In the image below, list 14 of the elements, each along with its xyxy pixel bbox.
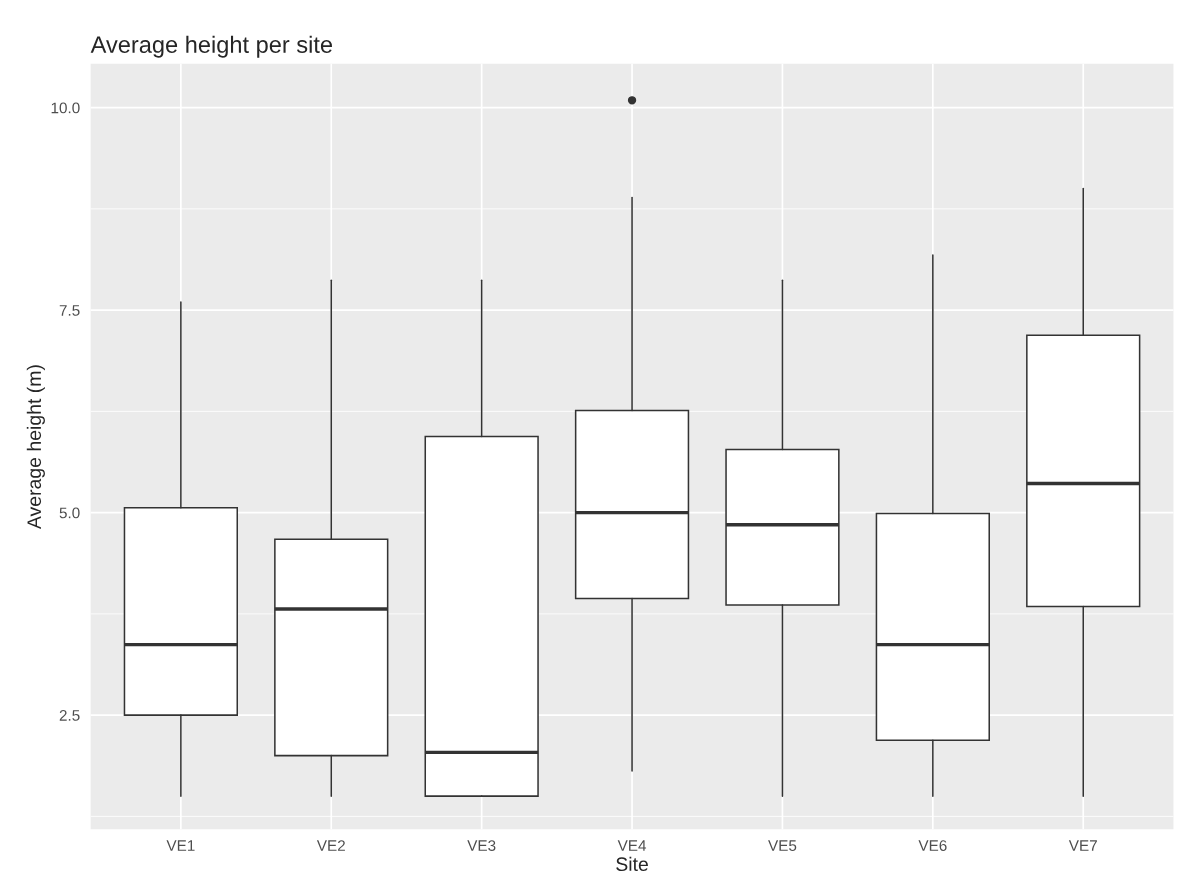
chart-title: Average height per site (90, 35, 332, 58)
x-tick-label: VE3 (467, 840, 496, 851)
y-axis-title: Average height (m) (26, 365, 45, 530)
y-tick-label: 10.0 (51, 102, 80, 114)
x-tick-label: VE1 (166, 840, 195, 851)
x-tick-label: VE2 (316, 840, 345, 851)
y-tick-label: 2.5 (59, 710, 80, 721)
x-axis-title: Site (616, 856, 648, 872)
y-tick-label: 7.5 (59, 305, 80, 316)
x-tick-label: VE7 (1068, 840, 1097, 851)
x-tick-label: VE5 (768, 840, 797, 851)
x-tick-label: VE4 (617, 840, 647, 851)
x-tick-label: VE6 (918, 840, 947, 851)
y-tick-label: 5.0 (59, 507, 80, 519)
